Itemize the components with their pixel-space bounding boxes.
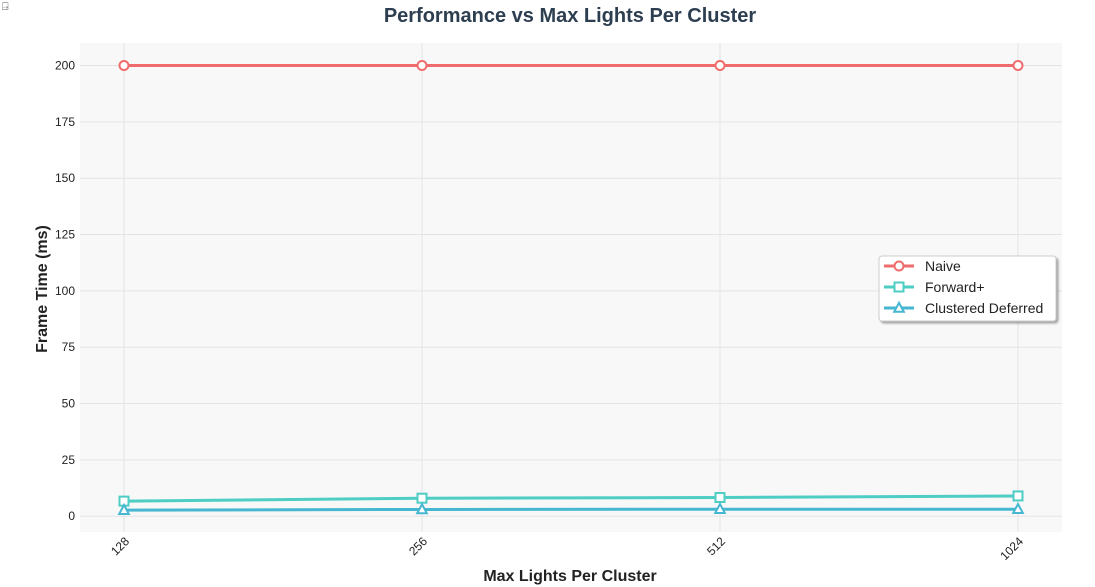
data-point-triangle bbox=[117, 502, 131, 515]
y-axis-ticks: 0 25 50 75 100 125 150 175 200 bbox=[55, 59, 75, 524]
legend-label: Forward+ bbox=[925, 279, 985, 295]
legend: Naive Forward+ Clustered Deferred bbox=[878, 255, 1057, 322]
data-point-circle bbox=[416, 60, 428, 72]
y-tick-label: 200 bbox=[55, 59, 75, 73]
legend-label: Naive bbox=[925, 258, 961, 274]
series-layer bbox=[117, 60, 1025, 515]
y-tick-label: 75 bbox=[62, 340, 76, 354]
x-tick-label: 256 bbox=[406, 534, 430, 558]
x-tick-label: 512 bbox=[704, 534, 728, 558]
x-axis-ticks: 128 256 512 1024 bbox=[108, 534, 1026, 563]
legend-swatch-marker bbox=[893, 281, 905, 293]
legend-item: Clustered Deferred bbox=[884, 300, 1043, 316]
data-point-triangle bbox=[713, 501, 727, 515]
y-tick-label: 150 bbox=[55, 171, 75, 185]
legend-swatch-marker bbox=[893, 260, 905, 272]
series-clustered-deferred bbox=[117, 501, 1025, 515]
y-tick-label: 50 bbox=[62, 397, 76, 411]
data-point-triangle bbox=[1011, 501, 1025, 515]
series-line bbox=[122, 507, 1020, 512]
legend-label: Clustered Deferred bbox=[925, 300, 1043, 316]
legend-item: Forward+ bbox=[884, 279, 985, 295]
y-tick-label: 0 bbox=[68, 509, 75, 523]
data-point-square bbox=[416, 492, 428, 504]
chart-title: Performance vs Max Lights Per Cluster bbox=[384, 5, 757, 27]
y-tick-label: 25 bbox=[62, 453, 76, 467]
data-point-square bbox=[1012, 490, 1024, 502]
y-tick-label: 100 bbox=[55, 284, 75, 298]
x-tick-label: 1024 bbox=[997, 534, 1026, 563]
x-tick-label: 128 bbox=[108, 534, 132, 558]
y-tick-label: 125 bbox=[55, 228, 75, 242]
data-point-circle bbox=[714, 60, 726, 72]
series-forward- bbox=[118, 490, 1024, 507]
y-tick-label: 175 bbox=[55, 115, 75, 129]
legend-box bbox=[878, 255, 1057, 322]
data-point-square bbox=[714, 492, 726, 504]
series-naive bbox=[118, 60, 1024, 72]
y-axis-title: Frame Time (ms) bbox=[34, 225, 51, 353]
cell-output-icon[interactable]: ⍈ bbox=[2, 0, 9, 13]
data-point-circle bbox=[118, 60, 130, 72]
data-point-triangle bbox=[415, 502, 429, 515]
series-line bbox=[122, 494, 1020, 503]
data-point-circle bbox=[1012, 60, 1024, 72]
legend-swatch-marker bbox=[892, 300, 906, 313]
legend-item: Naive bbox=[884, 258, 961, 274]
x-axis-title: Max Lights Per Cluster bbox=[483, 568, 656, 585]
